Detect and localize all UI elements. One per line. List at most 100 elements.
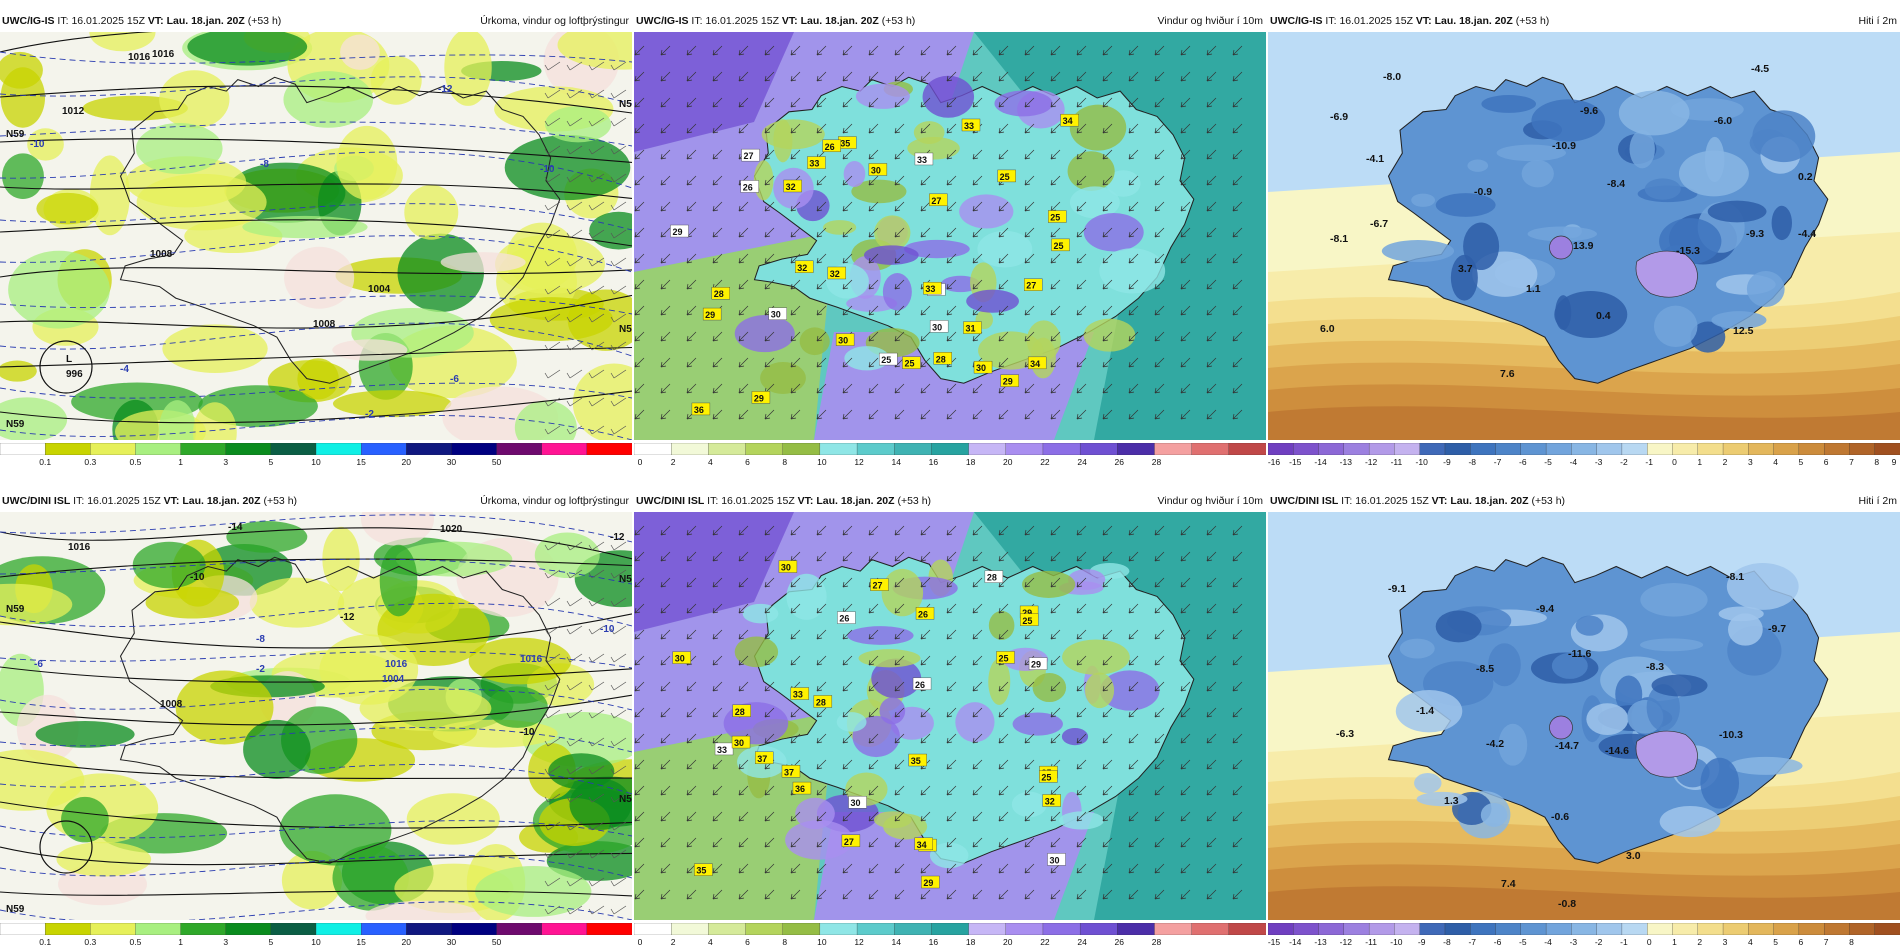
colorbar-tick: -5 xyxy=(1519,937,1527,947)
panel-precip-igis: UWC/IG-IS IT: 16.01.2025 15Z VT: Lau. 18… xyxy=(0,10,632,470)
gust-value: 35 xyxy=(911,756,921,766)
colorbar-tick: 8 xyxy=(782,457,787,467)
wind-patch xyxy=(837,712,867,732)
colorbar-swatch xyxy=(1875,443,1900,455)
colorbar-tick: -14 xyxy=(1289,937,1301,947)
colorbar-swatch xyxy=(271,923,317,935)
colorbar-tick: 12 xyxy=(854,937,863,947)
panel-precip-dini: UWC/DINI ISL IT: 16.01.2025 15Z VT: Lau.… xyxy=(0,490,632,950)
temp-value: -4.1 xyxy=(1366,153,1384,165)
colorbar-tick: 5 xyxy=(268,457,273,467)
panel-temp-dini: UWC/DINI ISL IT: 16.01.2025 15Z VT: Lau.… xyxy=(1268,490,1900,950)
colorbar-tick: 6 xyxy=(1799,937,1804,947)
gust-value: 32 xyxy=(1045,797,1055,807)
colorbar-swatch xyxy=(181,923,227,935)
colorbar-tick: 7 xyxy=(1824,937,1829,947)
temp-patch xyxy=(1586,703,1628,735)
colorbar-tick: -10 xyxy=(1390,937,1402,947)
temp-value: -4.2 xyxy=(1486,738,1504,750)
it-label: IT: xyxy=(707,495,718,507)
temp-patch xyxy=(1640,583,1707,617)
colorbar-swatch xyxy=(1622,923,1648,935)
colorbar-swatch xyxy=(1445,443,1471,455)
colorbar-swatch xyxy=(1799,443,1825,455)
colorbar-swatch xyxy=(1117,443,1155,455)
colorbar-swatch xyxy=(181,443,227,455)
it-label: IT: xyxy=(691,15,702,27)
colorbar-tick: 0 xyxy=(638,457,643,467)
colorbar-swatch xyxy=(857,923,895,935)
colorbar-swatch xyxy=(1229,443,1266,455)
colorbar-tick: -13 xyxy=(1340,457,1352,467)
precip-patch xyxy=(61,797,109,842)
colorbar-swatch xyxy=(1445,923,1471,935)
temp-value: -8.5 xyxy=(1476,663,1494,675)
map-label: 1016 xyxy=(520,654,543,665)
vt-value: Lau. 18.jan. 20Z xyxy=(801,15,879,27)
wind-patch xyxy=(743,604,779,624)
colorbar-swatch xyxy=(969,443,1007,455)
gust-value: 29 xyxy=(1003,377,1013,387)
colorbar-swatch xyxy=(1344,923,1370,935)
temp-value: -9.7 xyxy=(1768,623,1786,635)
precip-patch xyxy=(336,126,397,200)
it-value: 16.01.2025 15Z xyxy=(87,495,161,507)
vt-value: Lau. 18.jan. 20Z xyxy=(1435,15,1513,27)
colorbar-swatch xyxy=(1723,923,1749,935)
colorbar-swatch xyxy=(1521,923,1547,935)
colorbar-tick: 30 xyxy=(447,457,456,467)
precip-patch xyxy=(333,390,451,417)
colorbar-swatch xyxy=(0,443,46,455)
wind-map: 2537343328373526302532282927282927302530… xyxy=(634,512,1266,920)
vt-value: Lau. 18.jan. 20Z xyxy=(816,495,894,507)
colorbar-tick: -10 xyxy=(1416,457,1428,467)
temp-patch xyxy=(1708,201,1767,223)
colorbar-ticks: -15 -14 -13 -12 -11 -10 -9 -8 -7 -6 -5 -4 -3 -2 -1 0 1 2 3… xyxy=(1268,937,1900,949)
temp-value: 13.9 xyxy=(1573,240,1594,252)
temp-patch xyxy=(1417,792,1468,806)
colorbar-swatch xyxy=(1420,443,1446,455)
colorbar-tick: 28 xyxy=(1152,937,1161,947)
gust-value: 29 xyxy=(1031,660,1041,670)
colorbar-tick: -16 xyxy=(1268,457,1280,467)
vt-label: VT: xyxy=(798,495,814,507)
colorbar-swatch xyxy=(1394,443,1420,455)
colorbar-swatch xyxy=(1647,443,1673,455)
wind-patch xyxy=(859,649,921,667)
colorbar-swatch xyxy=(820,923,858,935)
temp-patch xyxy=(1630,130,1655,168)
temp-value: -14.6 xyxy=(1605,745,1629,757)
gust-value: 25 xyxy=(1050,213,1060,223)
gust-value: 26 xyxy=(918,609,928,619)
colorbar-tick: 50 xyxy=(492,937,501,947)
temp-patch xyxy=(1481,803,1507,827)
colorbar-tick: 2 xyxy=(1697,937,1702,947)
colorbar-tick: -11 xyxy=(1391,457,1403,467)
colorbar-tick: 20 xyxy=(402,937,411,947)
colorbar-swatch xyxy=(1496,923,1522,935)
colorbar-tick: -1 xyxy=(1645,457,1653,467)
colorbar-tick: 20 xyxy=(402,457,411,467)
panel-header: UWC/DINI ISL IT: 16.01.2025 15Z VT: Lau.… xyxy=(1268,490,1900,512)
colorbar xyxy=(1268,443,1900,455)
colorbar-swatch xyxy=(1369,923,1395,935)
temp-patch xyxy=(1679,151,1749,197)
temp-value: -8.0 xyxy=(1383,71,1401,83)
precip-patch xyxy=(280,794,392,865)
wind-patch xyxy=(1022,571,1075,598)
colorbar-tick: 26 xyxy=(1115,937,1124,947)
wind-patch xyxy=(800,327,830,355)
colorbar-swatch xyxy=(316,923,362,935)
precip-patch xyxy=(407,793,500,844)
colorbar-swatch xyxy=(45,923,91,935)
precip-patch xyxy=(242,216,367,238)
wind-patch xyxy=(1033,673,1067,702)
colorbar-swatch xyxy=(671,923,709,935)
colorbar-tick: 22 xyxy=(1040,457,1049,467)
temp-patch xyxy=(1522,160,1554,187)
vt-value: Lau. 18.jan. 20Z xyxy=(1450,495,1528,507)
map-label: -10 xyxy=(540,164,555,175)
gust-value: 37 xyxy=(757,754,767,764)
map-label: -10 xyxy=(600,624,615,635)
temp-value: 6.0 xyxy=(1320,323,1335,335)
